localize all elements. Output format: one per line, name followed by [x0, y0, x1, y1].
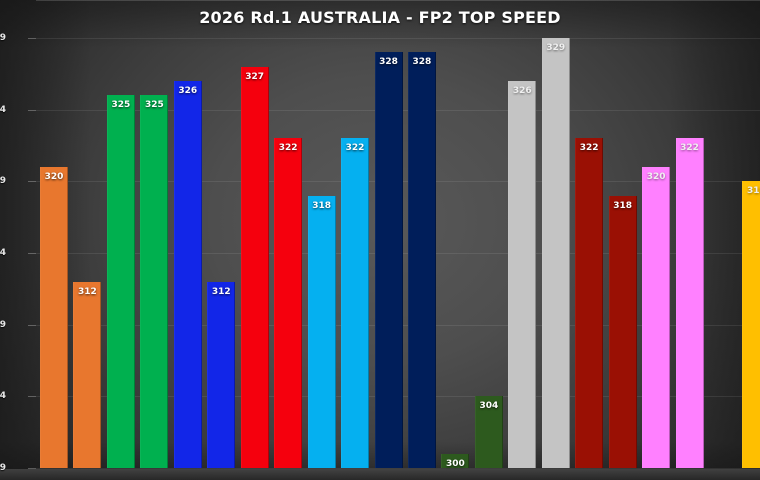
- bar-17[interactable]: [575, 138, 604, 468]
- y-axis-tick-label: 324: [0, 104, 6, 115]
- y-axis: 299 304 309 314 319 324 329: [0, 0, 36, 480]
- y-axis-tick-mark: [28, 181, 36, 183]
- bar-6[interactable]: [207, 281, 236, 468]
- y-axis-tick-mark: [28, 109, 36, 111]
- bar-4[interactable]: [140, 95, 169, 468]
- bar-12[interactable]: [407, 52, 436, 468]
- y-axis-tick-label: 319: [0, 176, 6, 187]
- bar-20[interactable]: [675, 138, 704, 468]
- y-axis-tick-mark: [28, 324, 36, 326]
- y-axis-tick-label: 304: [0, 391, 6, 402]
- y-axis-tick-label: 314: [0, 248, 6, 258]
- bar-15[interactable]: [508, 81, 537, 468]
- y-axis-tick-label: 329: [0, 33, 6, 43]
- axis-baseline: [36, 0, 760, 1]
- bar-7[interactable]: [240, 66, 269, 468]
- bar-18[interactable]: [608, 195, 637, 468]
- bar-11[interactable]: [374, 52, 403, 468]
- bar-9[interactable]: [307, 195, 336, 468]
- bar-1[interactable]: [40, 167, 68, 468]
- bar-8[interactable]: [274, 138, 303, 468]
- chart-title: 2026 Rd.1 AUSTRALIA - FP2 TOP SPEED: [199, 8, 561, 27]
- bar-16[interactable]: [541, 38, 570, 468]
- y-axis-tick-mark: [28, 396, 36, 398]
- y-axis-tick-mark: [28, 38, 36, 39]
- bar-3[interactable]: [106, 95, 135, 468]
- bar-13[interactable]: [441, 453, 470, 468]
- y-axis-tick-label: 309: [0, 319, 6, 330]
- bar-10[interactable]: [341, 138, 370, 468]
- bar-5[interactable]: [173, 81, 202, 468]
- bar-19[interactable]: [642, 167, 671, 468]
- bar-2[interactable]: [73, 281, 102, 468]
- y-axis-tick-mark: [28, 468, 36, 469]
- y-axis-tick-mark: [28, 253, 36, 254]
- bar-14[interactable]: [474, 396, 503, 468]
- bar-22[interactable]: [742, 181, 760, 468]
- y-axis-tick-label: 299: [0, 463, 6, 473]
